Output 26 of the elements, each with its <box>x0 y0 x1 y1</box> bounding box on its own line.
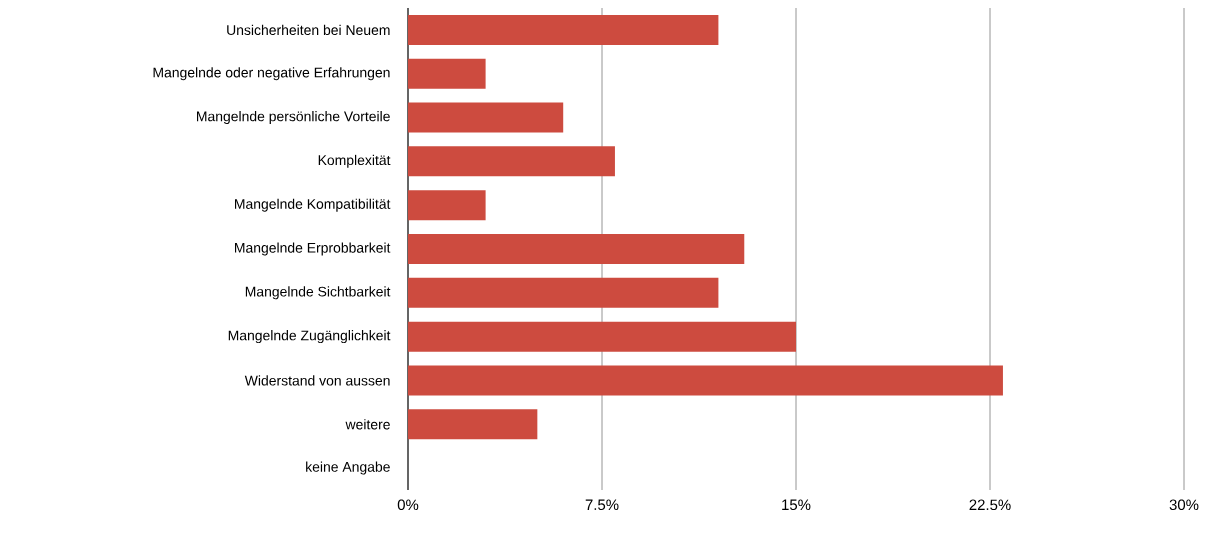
y-tick-label: Mangelnde Sichtbarkeit <box>245 286 391 300</box>
y-tick-label: Mangelnde Zugänglichkeit <box>228 330 391 344</box>
x-tick-label: 0% <box>397 499 419 511</box>
x-tick-label: 30% <box>1169 499 1199 511</box>
bar <box>408 146 615 177</box>
x-tick-label: 15% <box>782 499 811 511</box>
bar <box>408 14 719 45</box>
y-tick-label: Mangelnde persönliche Vorteile <box>197 111 390 125</box>
x-tick-label: 7.5% <box>585 499 619 511</box>
bar <box>408 58 486 89</box>
y-tick-label: Komplexität <box>318 154 391 168</box>
bar <box>408 365 1003 396</box>
y-tick-label: Mangelnde oder negative Erfahrungen <box>153 67 390 81</box>
y-tick-label: weitere <box>345 419 390 430</box>
y-tick-label: keine Angabe <box>306 461 390 475</box>
bar <box>408 277 719 308</box>
bar <box>408 233 745 264</box>
y-tick-label: Mangelnde Erprobbarkeit <box>235 242 391 256</box>
bar <box>408 409 538 440</box>
y-tick-label: Widerstand von aussen <box>244 375 390 386</box>
y-tick-label: Unsicherheiten bei Neuem <box>227 24 390 36</box>
bar <box>408 190 486 221</box>
bar <box>408 321 797 352</box>
x-tick-label: 22.5% <box>969 499 1011 511</box>
y-tick-label: Mangelnde Kompatibilität <box>235 198 391 212</box>
bar <box>408 102 564 133</box>
